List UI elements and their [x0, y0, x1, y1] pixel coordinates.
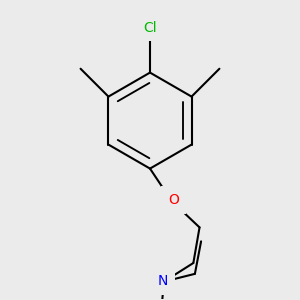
Text: N: N — [158, 274, 168, 288]
Text: Cl: Cl — [143, 20, 157, 34]
Text: O: O — [168, 193, 179, 207]
